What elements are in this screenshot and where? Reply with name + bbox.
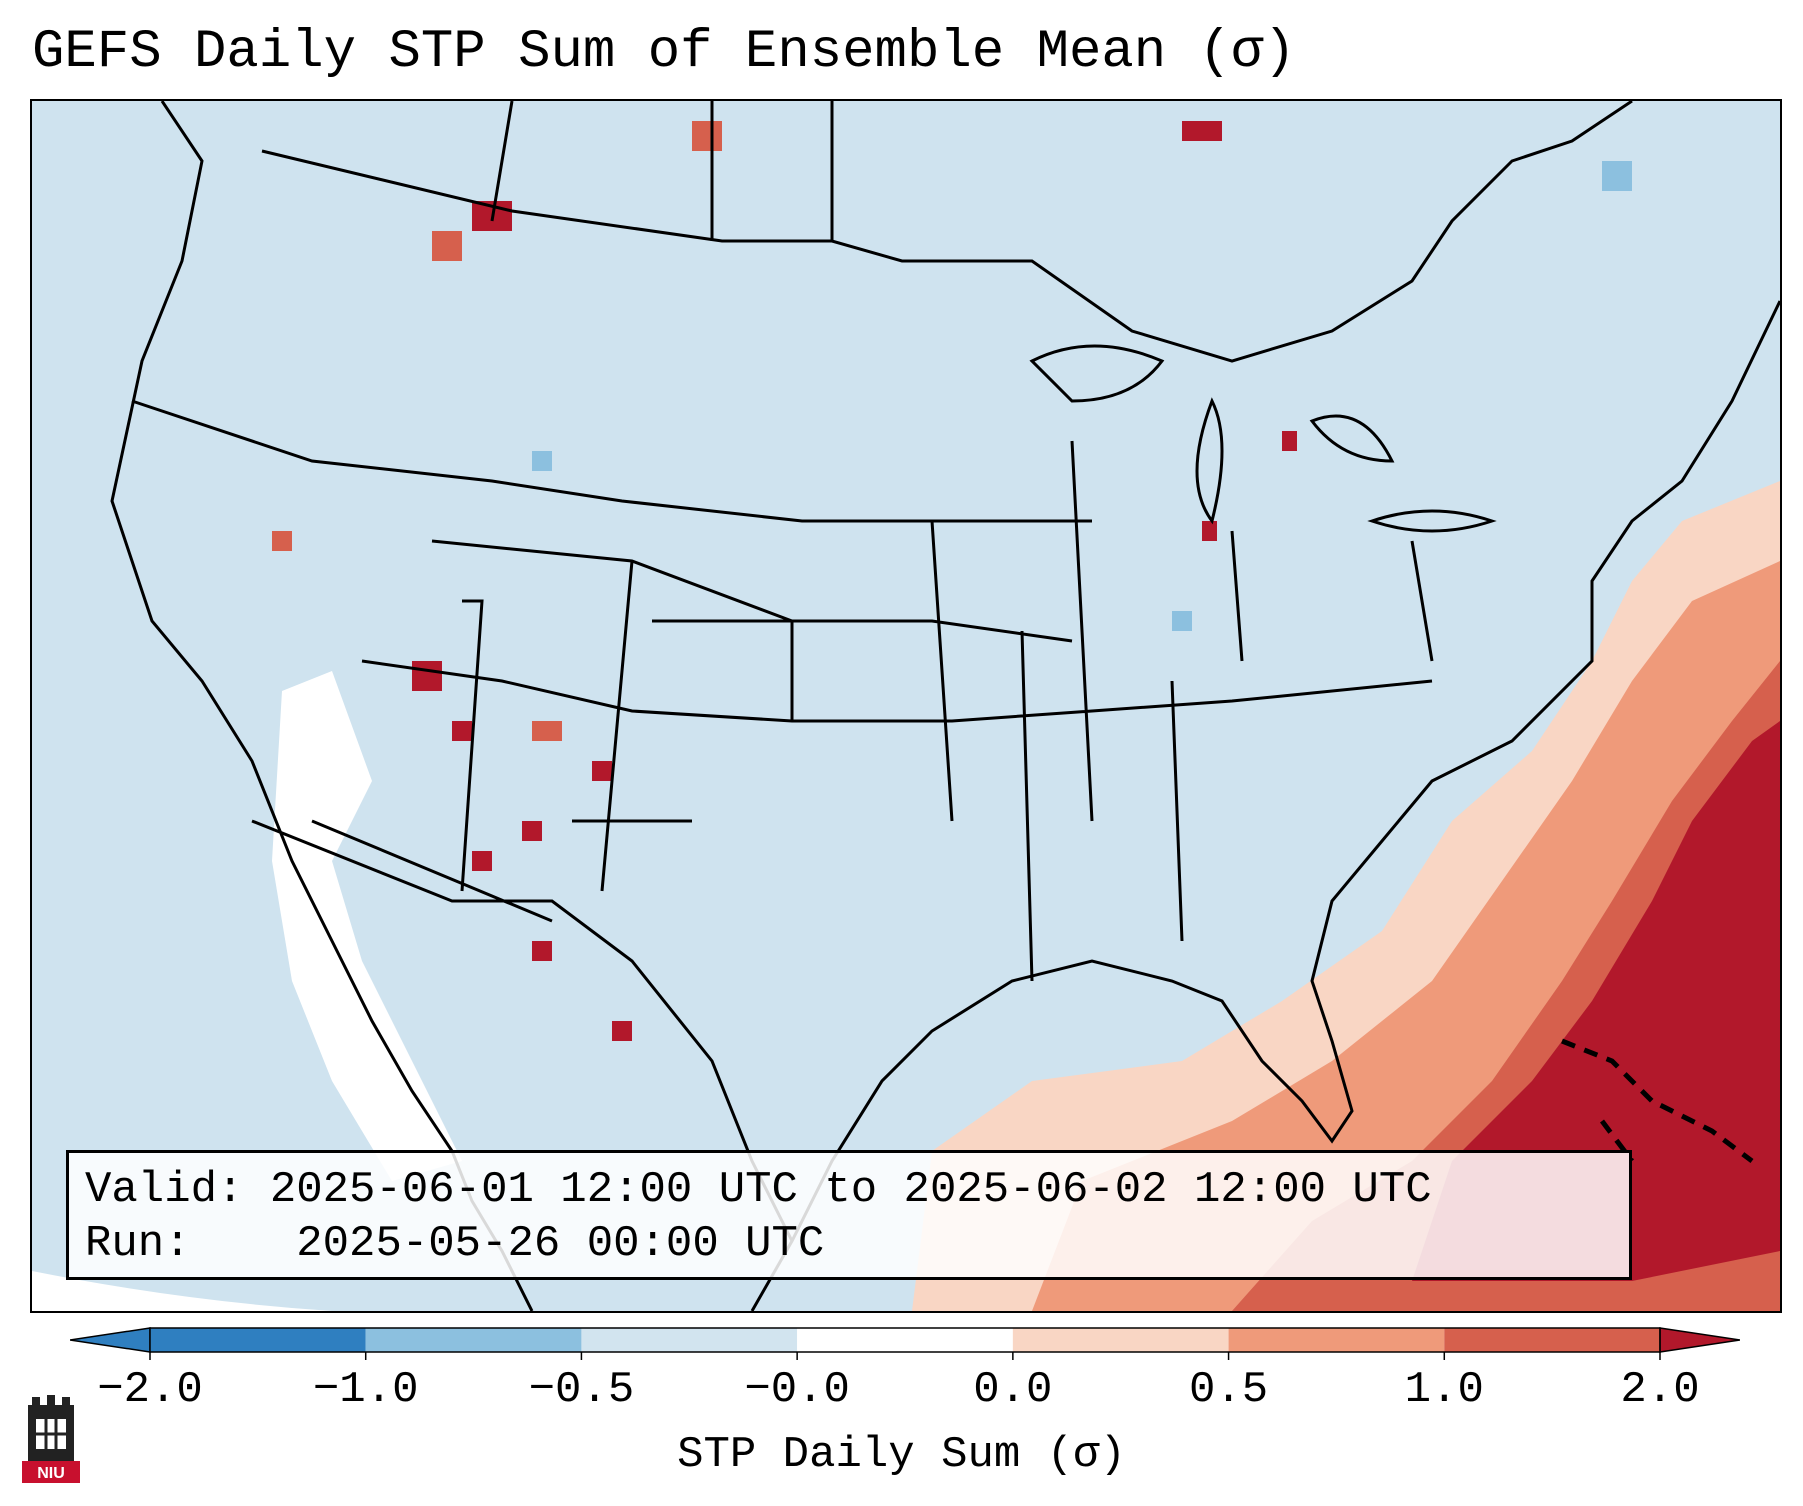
caribbean-islands [1561,1038,1754,1163]
colorbar-segment [581,1328,798,1352]
map-svg [32,101,1780,1311]
coastline-borders [110,101,1780,1311]
valid-label: Valid: [85,1165,244,1215]
run-value: 2025-05-26 00:00 UTC [296,1219,825,1269]
niu-logo-text: NIU [37,1465,65,1482]
canada-border [261,101,1633,363]
great-lakes [1029,344,1497,533]
colorbar-tick-label: −0.0 [744,1365,850,1415]
colorbar-tick-label: −2.0 [97,1365,203,1415]
colorbar-segment [150,1328,366,1352]
colorbar-segment [365,1328,582,1352]
colorbar-extend-low [70,1327,151,1353]
niu-logo-icon: NIU [22,1395,80,1483]
colorbar-tick-label: −0.5 [528,1365,635,1415]
colorbar-frame [149,1327,1661,1353]
colorbar-tick-label: 1.0 [1404,1365,1484,1415]
colorbar-label: STP Daily Sum (σ) [677,1430,1126,1480]
near-zero-region [272,671,462,1181]
colorbar-segment [1444,1328,1660,1352]
colorbar-extend-high [1659,1327,1740,1353]
colorbar-segment [1012,1328,1229,1352]
colorbar-segment [1228,1328,1445,1352]
colorbar-segment [797,1328,1013,1352]
colorbar-tick-label: 2.0 [1620,1365,1700,1415]
state-borders [131,399,1434,982]
validity-info-box: Valid: 2025-06-01 12:00 UTC to 2025-06-0… [66,1150,1632,1280]
map-panel [30,99,1782,1313]
colorbar-tick-label: 0.0 [973,1365,1053,1415]
colorbar-tick-label: −1.0 [312,1365,419,1415]
chart-title: GEFS Daily STP Sum of Ensemble Mean (σ) [32,22,1296,83]
run-label: Run: [85,1219,191,1269]
colorbar [70,1327,1740,1360]
valid-value: 2025-06-01 12:00 UTC to 2025-06-02 12:00… [269,1165,1432,1215]
scattered-anomaly-cells [272,121,1632,1041]
colorbar-tick-label: 0.5 [1188,1365,1269,1415]
anomaly-max [1412,721,1780,1281]
